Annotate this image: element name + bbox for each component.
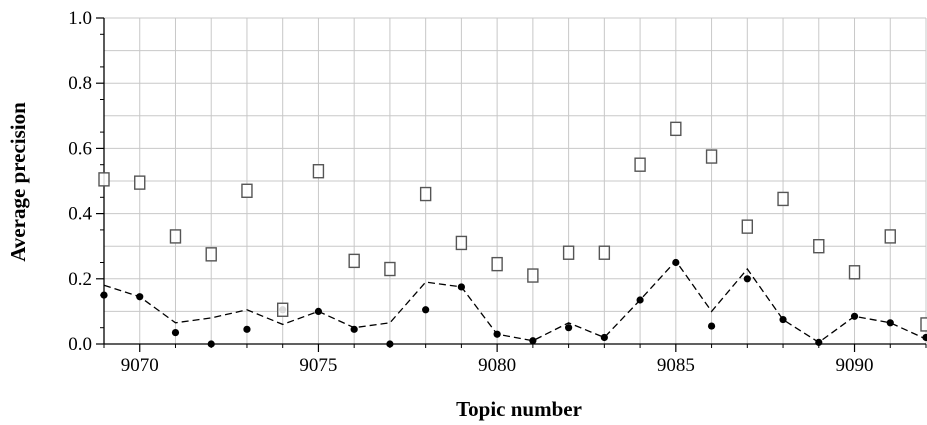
- grid: [103, 17, 927, 344]
- y-axis-title: Average precision: [6, 102, 30, 262]
- x-tick-label: 9080: [478, 355, 516, 376]
- series-circle-point: [422, 306, 430, 314]
- series-circle-point: [743, 275, 751, 283]
- series-dashed-line: [103, 259, 927, 344]
- series-circle-point: [100, 291, 108, 299]
- series-square-point: [777, 191, 789, 207]
- x-tick-label: 9075: [299, 355, 337, 376]
- series-square-point: [527, 268, 539, 283]
- x-tick-label: 9070: [121, 355, 159, 376]
- series-square-point: [705, 149, 718, 164]
- series-square-point: [741, 219, 754, 234]
- series-square-point: [598, 245, 611, 260]
- series-circle-point: [457, 283, 465, 291]
- series-square-point: [455, 235, 468, 251]
- series-square-point: [920, 317, 927, 332]
- y-tick-label: 0.8: [68, 73, 92, 94]
- series-circle-point: [243, 325, 251, 333]
- series-circle-point: [815, 338, 823, 346]
- series-circle-point: [493, 330, 501, 338]
- series-square-point: [98, 172, 110, 187]
- series-square-point: [134, 175, 146, 190]
- series-circle-point: [636, 296, 644, 304]
- series-circle-point: [565, 324, 573, 332]
- series-square-point: [419, 186, 432, 202]
- series-square-point: [813, 238, 825, 254]
- series-square-point: [205, 247, 217, 262]
- axes: [96, 17, 927, 352]
- x-tick-label: 9090: [836, 355, 874, 376]
- series-square-point: [634, 157, 646, 172]
- series-circle-point: [779, 315, 787, 324]
- series-square-point: [384, 261, 396, 277]
- series-circle-point: [600, 333, 608, 342]
- y-tick-label: 0.2: [68, 269, 92, 290]
- series-circle-point: [922, 333, 927, 342]
- plot-area: [98, 121, 927, 348]
- series-circle-point: [529, 337, 537, 345]
- series-circle-point: [136, 293, 144, 301]
- series-circle-point: [386, 340, 394, 348]
- x-tick-label: 9085: [657, 355, 695, 376]
- series-circle-point: [207, 340, 215, 348]
- y-tick-label: 1.0: [68, 8, 92, 29]
- series-square-point: [848, 265, 861, 280]
- series-square-point: [241, 183, 253, 198]
- series-square-point: [670, 121, 682, 137]
- series-square-point: [491, 256, 503, 272]
- series-square-point: [169, 229, 182, 244]
- series-circle-point: [350, 325, 358, 333]
- series-circle-point: [850, 312, 859, 320]
- series-square-point: [884, 229, 896, 244]
- series-circle-point: [672, 258, 680, 267]
- y-tick-label: 0.6: [68, 138, 92, 159]
- y-tick-label: 0.4: [68, 204, 92, 225]
- series-square-point: [312, 164, 325, 179]
- series-circle-point: [886, 319, 894, 327]
- series-square-point: [276, 302, 289, 317]
- series-square-point: [562, 245, 575, 260]
- tick-labels: 0.0 0.2 0.4 0.6 0.8 1.0 9070 9075 9080 9085 9090: [68, 8, 873, 376]
- series-circle-point: [171, 328, 180, 337]
- y-tick-label: 0.0: [68, 334, 92, 355]
- x-axis-title: Topic number: [456, 397, 582, 421]
- series-circle-point: [707, 322, 716, 330]
- series-square-point: [348, 253, 360, 269]
- series-circle-point: [314, 307, 323, 315]
